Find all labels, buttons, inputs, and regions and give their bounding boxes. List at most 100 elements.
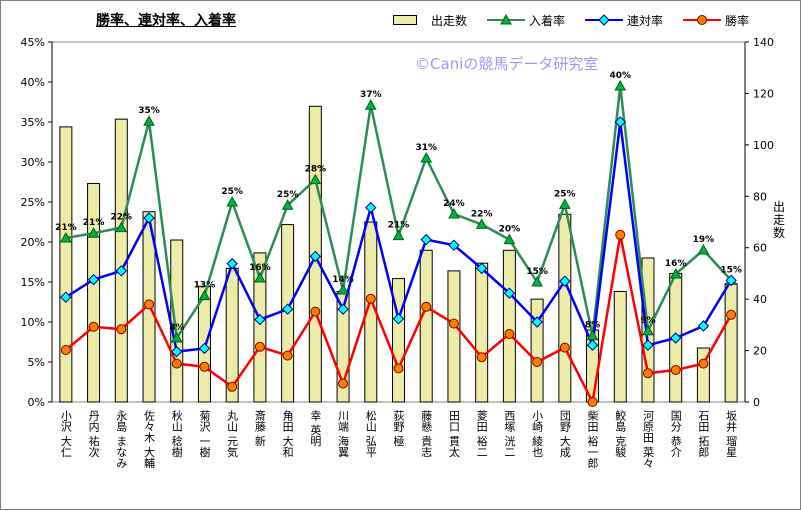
marker-top2-rate [254, 313, 266, 326]
left-axis-tick-label: 15% [21, 276, 45, 289]
category-label: 秋山 稔樹 [170, 409, 183, 458]
data-label-place-rate: 16% [249, 263, 271, 273]
marker-place-rate [198, 289, 211, 301]
data-label-place-rate: 40% [609, 71, 631, 81]
chart-title: 勝率、連対率、入着率 [96, 13, 236, 29]
data-label-place-rate: 19% [693, 235, 715, 245]
category-label: 幸 英明 [309, 410, 322, 447]
left-axis-tick-label: 25% [21, 196, 45, 209]
marker-place-rate [281, 199, 294, 210]
data-label-place-rate: 8% [585, 321, 600, 331]
bar-starts [419, 249, 433, 403]
marker-top2-rate [586, 339, 599, 351]
marker-place-rate [87, 227, 100, 238]
category-label: 川端 海翼 [337, 410, 350, 458]
marker-win-rate [282, 350, 293, 361]
legend-label-starts: 出走数 [431, 13, 468, 28]
marker-win-rate [60, 345, 71, 355]
data-label-place-rate: 28% [305, 165, 327, 175]
bar-starts [59, 126, 73, 403]
data-label-place-rate: 20% [499, 225, 521, 235]
marker-top2-rate [337, 303, 349, 315]
category-label: 鮫島 克駿 [614, 409, 627, 458]
marker-place-rate [254, 271, 266, 283]
marker-top2-rate [365, 201, 377, 214]
category-label: 菊沢 一樹 [198, 410, 211, 458]
marker-place-rate [697, 243, 710, 255]
bar-starts [170, 239, 184, 403]
marker-top2-rate [669, 332, 682, 344]
marker-win-rate [559, 342, 570, 353]
left-axis-tick-label: 30% [21, 156, 45, 169]
marker-top2-rate [309, 250, 322, 263]
category-label: 松山 弘平 [364, 409, 377, 458]
category-label: 藤懸 貴志 [420, 410, 433, 458]
marker-top2-rate [281, 303, 294, 315]
bar-starts [558, 213, 572, 403]
category-label: 斎藤 新 [253, 409, 266, 447]
data-label-place-rate: 15% [720, 265, 742, 275]
marker-win-rate [199, 361, 210, 372]
category-label: 丹内 祐次 [87, 410, 100, 458]
right-axis-tick-label: 60 [753, 242, 767, 255]
marker-win-rate [338, 378, 349, 389]
marker-win-rate [393, 363, 404, 374]
marker-top2-rate [614, 116, 626, 128]
marker-place-rate [614, 79, 627, 91]
marker-place-rate [531, 275, 543, 287]
marker-place-rate [226, 195, 239, 207]
marker-place-rate [60, 231, 72, 243]
data-label-place-rate: 21% [388, 221, 410, 231]
category-label: 団野 大成 [558, 410, 571, 458]
watermark: ©Caniの競馬データ研究室 [415, 55, 599, 73]
category-label: 丸山 元気 [226, 410, 239, 458]
category-label: 西塚 洸二 [503, 410, 516, 458]
category-label: 佐々木 大輔 [143, 409, 156, 469]
category-label: 角田 大和 [281, 410, 294, 458]
legend-key-triangle [487, 14, 526, 25]
data-label-place-rate: 24% [443, 199, 465, 209]
category-label: 菱田 裕二 [475, 410, 488, 458]
right-axis-tick-label: 100 [753, 139, 774, 152]
data-label-place-rate: 25% [221, 187, 243, 197]
marker-win-rate [421, 301, 432, 312]
marker-top2-rate [448, 239, 460, 251]
marker-win-rate [254, 341, 265, 352]
marker-top2-rate [697, 320, 710, 332]
marker-place-rate [448, 207, 460, 219]
marker-win-rate [116, 324, 127, 335]
marker-top2-rate [392, 313, 405, 325]
marker-place-rate [392, 229, 405, 241]
marker-win-rate [227, 381, 238, 392]
data-label-place-rate: 22% [111, 213, 133, 223]
marker-win-rate [448, 318, 459, 329]
marker-place-rate [115, 221, 128, 233]
left-axis-tick-label: 0% [28, 396, 45, 409]
marker-place-rate [143, 115, 155, 126]
marker-win-rate [144, 299, 155, 310]
marker-place-rate [309, 173, 322, 185]
marker-top2-rate [420, 233, 432, 246]
marker-top2-rate [725, 274, 737, 287]
data-label-place-rate: 13% [194, 281, 216, 291]
category-label: 荻野 極 [392, 410, 405, 447]
legend-item-place-rate: 入着率 [487, 12, 565, 29]
category-label: 小沢 大仁 [59, 410, 72, 458]
marker-win-rate [476, 352, 487, 363]
marker-win-rate [670, 365, 681, 375]
category-label: 河原田 菜々 [641, 410, 654, 469]
data-label-place-rate: 25% [554, 189, 576, 199]
marker-win-rate [310, 306, 321, 317]
marker-place-rate [475, 218, 488, 229]
marker-win-rate [365, 293, 376, 304]
category-label: 坂井 瑠星 [725, 410, 738, 458]
marker-win-rate [88, 321, 99, 332]
marker-place-rate [503, 233, 516, 245]
marker-place-rate [420, 151, 433, 163]
category-label: 柴田 裕一郎 [586, 409, 599, 469]
marker-top2-rate [60, 291, 72, 303]
marker-top2-rate [115, 265, 128, 277]
right-axis-tick-label: 80 [753, 190, 767, 203]
